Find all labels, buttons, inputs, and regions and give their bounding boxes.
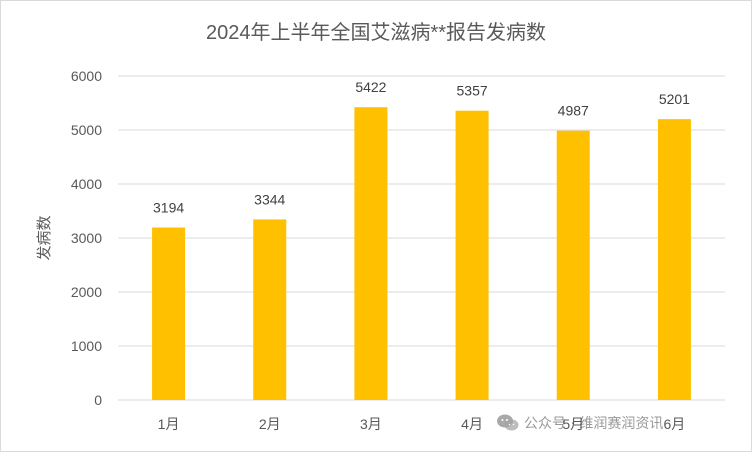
x-tick-label: 2月 [259,416,281,432]
gridlines [118,75,725,401]
y-tick-label: 4000 [71,176,102,192]
bar [152,227,186,400]
chart-title: 2024年上半年全国艾滋病**报告发病数 [206,21,546,44]
y-tick-label: 1000 [71,338,102,354]
y-tick-label: 2000 [71,284,102,300]
x-tick-label: 5月 [562,416,584,432]
bar [455,110,489,401]
data-label: 5422 [355,79,386,95]
data-labels: 3194 3344 5422 5357 4987 5201 [153,79,690,215]
x-axis-ticks: 1月 2月 3月 4月 5月 6月 [158,416,686,432]
y-tick-label: 0 [94,392,102,408]
bar [556,130,590,400]
bar [354,107,388,400]
data-label: 3194 [153,200,184,216]
y-axis-label: 发病数 [36,215,53,260]
x-tick-label: 1月 [158,416,180,432]
y-tick-label: 6000 [71,68,102,84]
bar [253,219,287,400]
watermark-text: 公众号 · 维润赛润资讯 [524,416,664,432]
watermark: 公众号 · 维润赛润资讯 [496,411,746,435]
y-tick-label: 5000 [71,122,102,138]
y-axis-ticks: 0 1000 2000 3000 4000 5000 6000 [71,68,102,408]
data-label: 5201 [659,91,690,107]
x-tick-label: 3月 [360,416,382,432]
data-label: 4987 [558,103,589,119]
x-tick-label: 4月 [461,416,483,432]
wechat-icon [497,414,519,431]
bar [657,119,691,401]
y-tick-label: 3000 [71,230,102,246]
bars [152,107,691,401]
data-label: 3344 [254,191,285,207]
data-label: 5357 [457,83,488,99]
x-tick-label: 6月 [664,416,686,432]
